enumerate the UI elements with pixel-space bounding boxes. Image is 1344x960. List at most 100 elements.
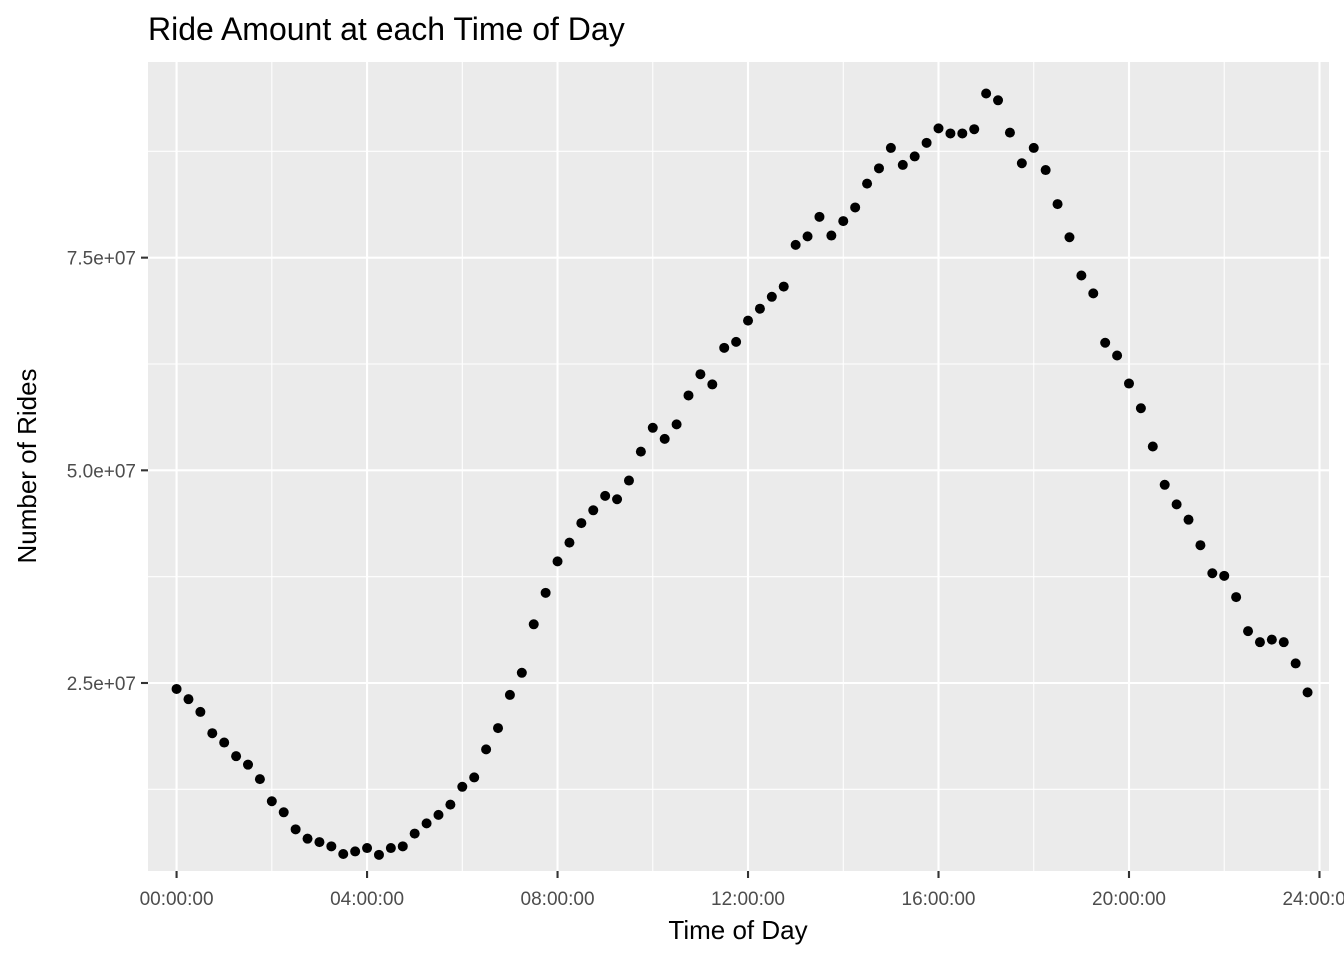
data-point xyxy=(921,137,932,148)
data-point xyxy=(862,178,873,189)
data-point xyxy=(231,751,242,762)
data-point xyxy=(1219,570,1230,581)
data-point xyxy=(290,824,301,835)
data-point xyxy=(481,744,492,755)
data-point xyxy=(933,123,944,134)
data-point xyxy=(278,807,289,818)
data-point xyxy=(1207,568,1218,579)
y-tick-label: 7.5e+07 xyxy=(67,249,136,270)
y-axis-title: Number of Rides xyxy=(12,368,42,563)
data-point xyxy=(683,390,694,401)
x-tick-label: 20:00:00 xyxy=(1092,889,1166,910)
data-point xyxy=(850,202,861,213)
data-point xyxy=(993,95,1004,106)
data-point xyxy=(743,315,754,326)
data-point xyxy=(1004,127,1015,138)
data-point xyxy=(219,737,230,748)
data-points xyxy=(171,88,1313,860)
data-point xyxy=(1195,540,1206,551)
data-point xyxy=(266,796,277,807)
data-point xyxy=(766,291,777,302)
data-point xyxy=(623,475,634,486)
data-point xyxy=(397,841,408,852)
data-point xyxy=(409,828,420,839)
data-point xyxy=(1016,158,1027,169)
data-point xyxy=(873,163,884,174)
data-point xyxy=(314,837,325,848)
data-point xyxy=(1052,199,1063,210)
data-point xyxy=(909,151,920,162)
data-point xyxy=(171,683,182,694)
data-point xyxy=(1183,514,1194,525)
data-point xyxy=(945,128,956,139)
data-point xyxy=(421,818,432,829)
data-point xyxy=(385,843,396,854)
data-point xyxy=(695,369,706,380)
data-point xyxy=(981,88,992,99)
data-point xyxy=(600,490,611,501)
data-point xyxy=(635,446,646,457)
data-point xyxy=(1159,479,1170,490)
data-point xyxy=(1147,441,1158,452)
data-point xyxy=(1040,165,1051,176)
data-point xyxy=(802,231,813,242)
x-axis-title: Time of Day xyxy=(668,915,807,945)
minor-gridlines xyxy=(148,62,1329,871)
data-point xyxy=(1231,592,1242,603)
data-point xyxy=(1028,142,1039,153)
data-point xyxy=(778,281,789,292)
data-point xyxy=(1302,687,1313,698)
data-point xyxy=(302,833,313,844)
data-point xyxy=(254,774,265,785)
data-point xyxy=(1076,270,1087,281)
x-tick-label: 12:00:00 xyxy=(711,889,785,910)
x-tick-label: 00:00:00 xyxy=(140,889,214,910)
x-tick-label: 16:00:00 xyxy=(902,889,976,910)
data-point xyxy=(445,799,456,810)
data-point xyxy=(1123,378,1134,389)
data-point xyxy=(433,809,444,820)
data-point xyxy=(826,230,837,241)
data-point xyxy=(647,422,658,433)
y-tick-label: 2.5e+07 xyxy=(67,674,136,695)
data-point xyxy=(195,706,206,717)
data-point xyxy=(719,342,730,353)
data-point xyxy=(362,843,373,854)
data-point xyxy=(469,772,480,783)
data-point xyxy=(1254,637,1265,648)
data-point xyxy=(457,781,468,792)
data-point xyxy=(552,556,563,567)
data-point xyxy=(885,142,896,153)
data-point xyxy=(243,759,254,770)
data-point xyxy=(1100,337,1111,348)
data-point xyxy=(957,128,968,139)
data-point xyxy=(838,216,849,227)
data-point xyxy=(540,587,551,598)
data-point xyxy=(588,505,599,516)
data-point xyxy=(754,303,765,314)
data-point xyxy=(897,159,908,170)
x-tick-label: 08:00:00 xyxy=(521,889,595,910)
x-tick-label: 24:00:00 xyxy=(1282,889,1344,910)
data-point xyxy=(1088,288,1099,299)
x-tick-label: 04:00:00 xyxy=(330,889,404,910)
data-point xyxy=(183,694,194,705)
data-point xyxy=(350,846,361,857)
data-point xyxy=(1171,499,1182,510)
data-point xyxy=(338,848,349,859)
data-point xyxy=(612,494,623,505)
data-point xyxy=(516,667,527,678)
data-point xyxy=(731,336,742,347)
data-point xyxy=(790,239,801,250)
data-point xyxy=(576,518,587,529)
data-point xyxy=(373,849,384,860)
data-point xyxy=(504,689,515,700)
y-tick-label: 5.0e+07 xyxy=(67,461,136,482)
data-point xyxy=(1266,634,1277,645)
data-point xyxy=(564,537,575,548)
data-point xyxy=(207,728,218,739)
data-point xyxy=(1290,658,1301,669)
data-point xyxy=(671,419,682,430)
data-point xyxy=(493,723,504,734)
